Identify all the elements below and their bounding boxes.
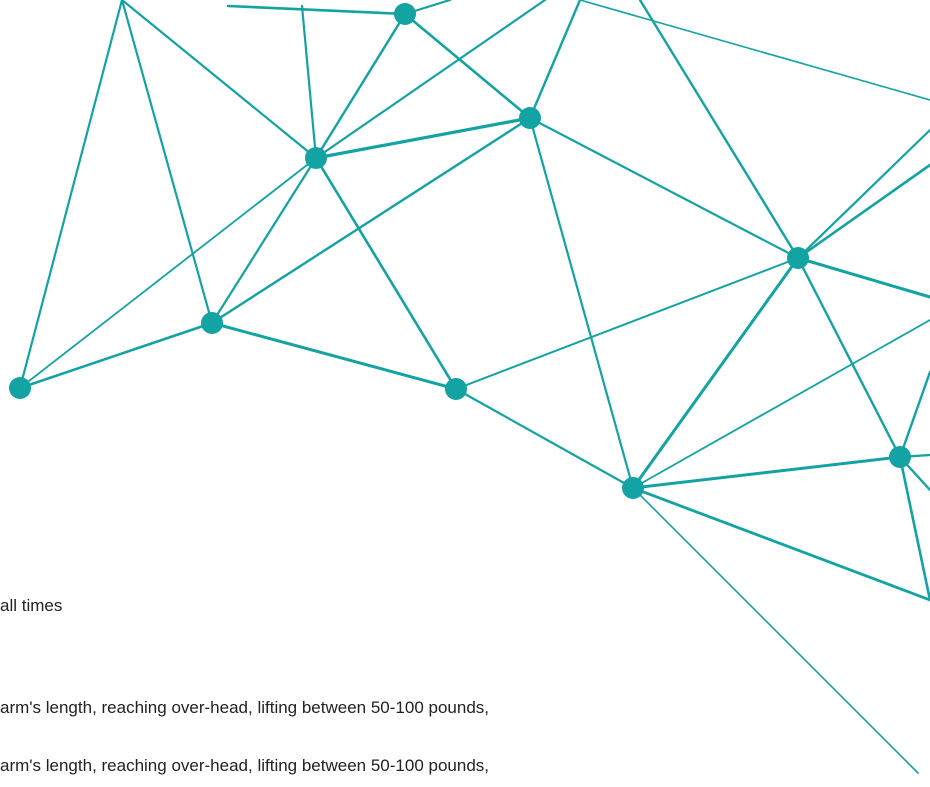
network-edge [314, 0, 547, 160]
network-edge [226, 4, 407, 16]
network-node [394, 3, 416, 25]
network-edge [528, 0, 582, 120]
network-edges [18, 0, 930, 774]
network-node [889, 446, 911, 468]
network-edge [898, 370, 930, 459]
network-node [445, 378, 467, 400]
network-edge [19, 157, 317, 389]
network-edge [120, 0, 318, 160]
network-edge [631, 486, 930, 602]
text-line-2: arm's length, reaching over-head, liftin… [0, 698, 489, 717]
network-edge [528, 116, 800, 260]
text-line-3: arm's length, reaching over-head, liftin… [0, 756, 489, 775]
network-node [201, 312, 223, 334]
network-edge [300, 4, 318, 160]
text-line-1: all times [0, 596, 63, 615]
network-edge [638, 0, 800, 260]
network-node [519, 107, 541, 129]
network-edge [403, 12, 532, 120]
network-edge [210, 321, 458, 391]
network-node [787, 247, 809, 269]
network-edge [632, 319, 930, 489]
network-nodes [9, 3, 911, 499]
network-edge [796, 128, 930, 260]
network-edge [314, 12, 407, 160]
network-edge [632, 487, 919, 774]
network-node [622, 477, 644, 499]
network-node [9, 377, 31, 399]
network-edge [528, 116, 635, 490]
network-edge [796, 163, 930, 260]
network-edge [210, 156, 318, 325]
network-node [305, 147, 327, 169]
network-edge [314, 156, 458, 391]
network-edge [898, 455, 930, 602]
network-edge [631, 455, 902, 490]
network-edge [314, 116, 532, 160]
network-edge [18, 321, 214, 390]
network-edge [120, 0, 214, 325]
network-edge [454, 387, 635, 490]
network-edge [796, 256, 930, 299]
network-edge [579, 0, 930, 101]
network-edge [18, 0, 124, 390]
network-edge [210, 116, 532, 325]
network-edge [796, 256, 902, 459]
network-edge [455, 257, 799, 390]
network-edge [631, 256, 800, 490]
